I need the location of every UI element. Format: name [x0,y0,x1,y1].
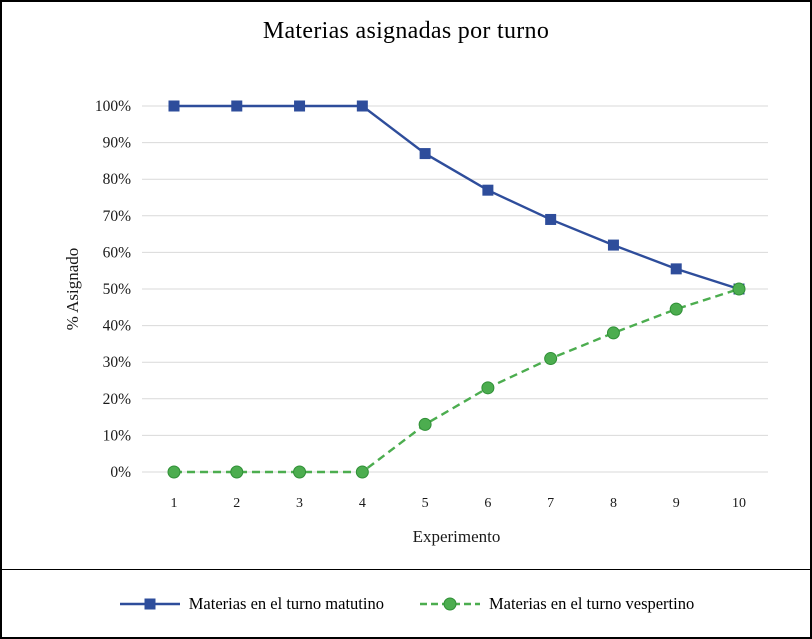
y-tick-label: 20% [103,391,132,408]
y-tick-label: 70% [103,208,132,225]
marker-square [231,100,243,112]
marker-square [356,100,368,112]
marker-circle [167,465,181,479]
marker-circle [481,381,495,395]
marker-circle [418,417,432,431]
marker-circle [230,465,244,479]
x-tick-label: 2 [233,496,240,511]
y-axis-label: % Asignado [63,248,82,331]
marker-circle [544,352,558,366]
y-tick-label: 80% [103,171,132,188]
marker-square [545,213,557,225]
legend-item-vespertino: Materias en el turno vespertino [418,594,694,614]
x-tick-label: 1 [171,496,178,511]
y-tick-label: 40% [103,318,132,335]
legend-marker-vespertino-icon [419,597,480,610]
chart-legend: Materias en el turno matutino Materias e… [2,569,810,637]
x-tick-label: 4 [359,496,366,511]
y-tick-label: 100% [95,98,131,115]
legend-marker-circle [443,597,457,610]
marker-circle [669,302,683,316]
series-line-0 [174,104,740,291]
marker-circle [606,326,620,340]
legend-label-matutino: Materias en el turno matutino [188,593,384,613]
y-tick-label: 60% [103,244,132,261]
marker-square [670,263,682,275]
x-tick-label: 9 [673,496,680,511]
y-tick-label: 50% [103,281,132,298]
legend-label-vespertino: Materias en el turno vespertino [488,593,695,613]
marker-circle [355,465,369,479]
x-tick-label: 7 [547,496,554,511]
marker-square [419,148,431,160]
legend-item-matutino: Materias en el turno matutino [118,594,384,614]
x-tick-label: 8 [610,496,617,511]
chart-plot-area: 0% 10% 20% 30% 40% 50% 60% 70% 80% 90% 100% 1 2 3 4 5 6 7… [63,98,768,546]
y-tick-label: 0% [110,464,131,481]
x-tick-label: 3 [296,496,303,511]
y-tick-label: 90% [103,135,132,152]
x-tick-label: 6 [484,496,491,511]
legend-marker-matutino-icon [119,598,180,609]
marker-circle [293,465,307,479]
y-tick-label: 30% [103,354,132,371]
series-line-1 [174,287,740,474]
marker-circle [732,282,746,296]
marker-square [482,184,494,196]
marker-square [168,100,180,112]
x-tick-label: 5 [422,496,429,511]
legend-marker-square [144,598,156,609]
marker-square [607,239,619,251]
chart-title: Materias asignadas por turno [262,18,550,44]
x-tick-label: 10 [732,496,746,511]
y-tick-label: 10% [103,427,132,444]
x-axis-label: Experimento [413,527,501,546]
marker-square [294,100,306,112]
